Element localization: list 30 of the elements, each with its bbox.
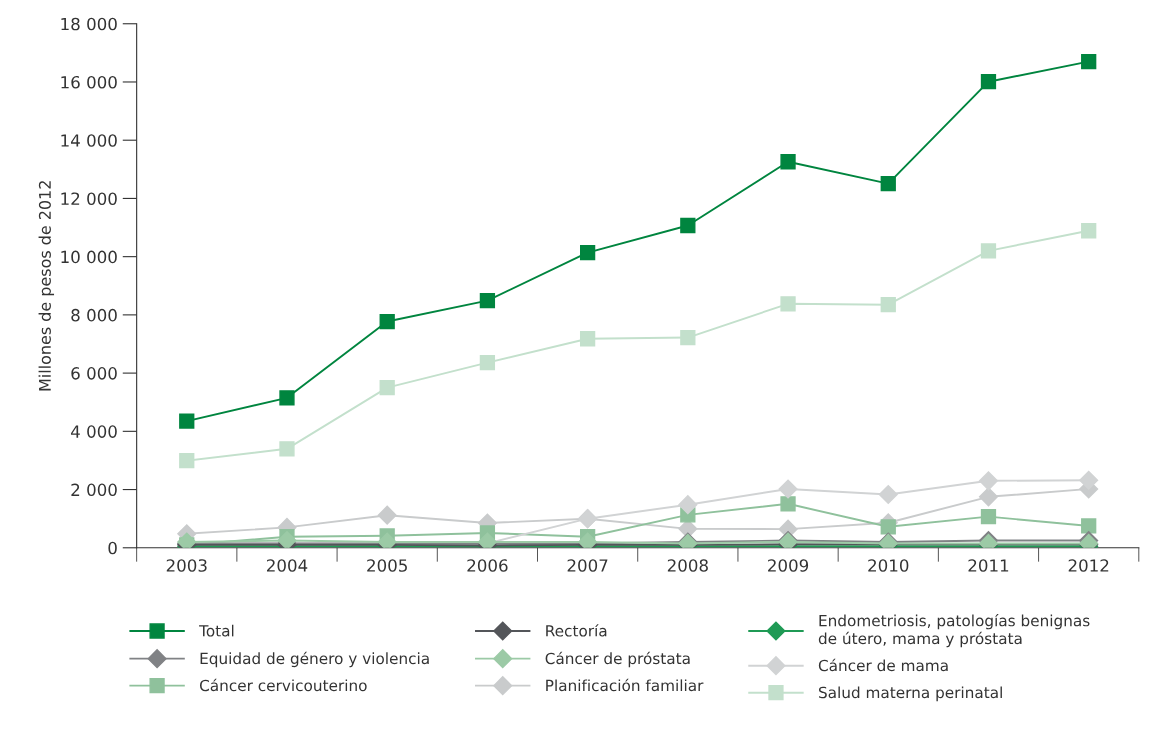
y-tick-label: 16 000 [61, 75, 117, 89]
x-tick-label: 2005 [367, 559, 407, 572]
y-tick-label: 10 000 [61, 250, 117, 264]
y-tick-label: 6 000 [71, 367, 117, 380]
legend-label: Endometriosis, patologías benignas de útero, mama y próstata [818, 613, 1090, 648]
y-tick-label: 8 000 [71, 308, 117, 322]
legend-label: Cáncer cervicouterino [199, 678, 367, 692]
x-tick-label: 2004 [266, 559, 308, 572]
legend-label: Salud materna perinatal [818, 686, 1002, 702]
legend-label: Cáncer de mama [818, 658, 948, 672]
x-tick-label: 2007 [567, 559, 608, 572]
x-tick-label: 2010 [868, 559, 909, 572]
y-tick-label: 0 [108, 541, 117, 555]
x-tick-label: 2012 [1068, 559, 1109, 572]
x-tick-label: 2003 [166, 559, 207, 572]
x-tick-label: 2011 [968, 559, 1009, 572]
y-axis-title: Millones de pesos de 2012 [38, 181, 55, 391]
legend-label: Total [199, 624, 234, 637]
y-tick-label: 18 000 [61, 17, 117, 31]
y-tick-label: 4 000 [71, 425, 117, 438]
legend-label: Planificación familiar [546, 678, 704, 692]
y-tick-label: 2 000 [71, 483, 117, 497]
legend-label: Cáncer de próstata [545, 651, 690, 668]
x-tick-label: 2009 [768, 559, 809, 572]
legend-label: Rectoría [546, 624, 607, 637]
x-tick-label: 2008 [667, 559, 708, 572]
y-tick-label: 14 000 [61, 134, 117, 147]
x-tick-label: 2006 [467, 559, 508, 572]
y-tick-label: 12 000 [61, 192, 117, 205]
legend-label: Equidad de género y violencia [200, 651, 429, 668]
